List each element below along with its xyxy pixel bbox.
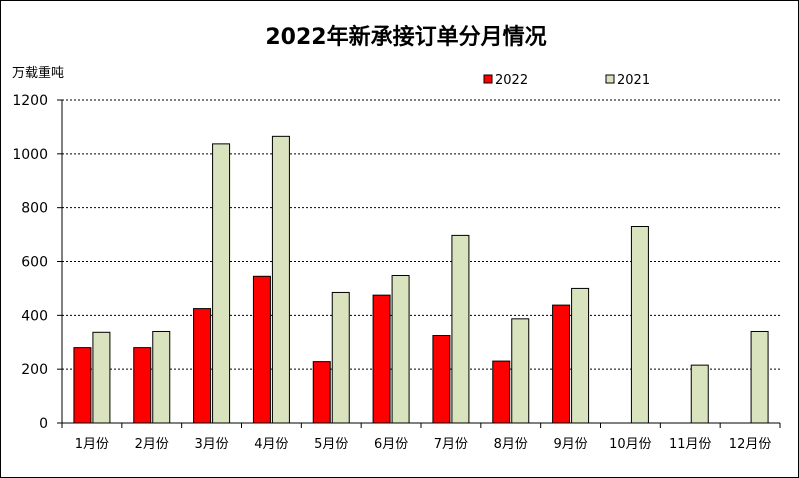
y-tick-label: 0 [39,416,48,432]
y-tick-label: 800 [21,201,48,217]
x-tick-label: 8月份 [494,437,528,452]
x-tick-label: 10月份 [609,437,652,452]
bar-2022-7 [432,335,451,424]
x-tick-label: 7月份 [434,437,468,452]
bar-2022-9 [552,304,571,424]
bar-2022-2 [133,347,152,424]
x-tick-label: 1月份 [75,437,109,452]
axes [57,99,781,428]
bar-2022-8 [492,360,511,424]
bar-2021-4 [271,135,290,424]
bar-2022-3 [193,308,212,424]
y-tick-label: 1000 [12,147,48,163]
bar-2021-7 [451,234,470,424]
bar-2021-12 [750,330,769,424]
x-tick-label: 9月份 [553,437,587,452]
legend-swatch-2021 [605,74,615,84]
bar-2022-6 [372,294,391,424]
y-tick-label: 600 [21,255,48,271]
x-tick-label: 11月份 [669,437,712,452]
bar-2021-1 [92,331,111,424]
y-tick-label: 200 [21,362,48,378]
bar-2021-9 [571,287,590,424]
x-tick-labels: 1月份 2月份 3月份 4月份 5月份 6月份 7月份 8月份 9月份 10月份 11月份 12月份 [75,437,772,452]
legend-label-2021: 2021 [617,73,650,88]
chart-title: 2022年新承接订单分月情况 [265,24,546,50]
bar-2021-3 [212,143,231,424]
bar-2021-11 [690,364,709,424]
legend: 2022 2021 [483,73,650,88]
x-tick-label: 12月份 [729,437,772,452]
bar-2021-6 [391,274,410,424]
bars [73,135,769,424]
y-axis-unit-label: 万载重吨 [12,65,64,81]
x-tick-label: 5月份 [314,437,348,452]
bar-2022-4 [252,275,271,424]
bar-2021-5 [331,291,350,424]
x-tick-label: 2月份 [135,437,169,452]
legend-swatch-2022 [483,74,493,84]
x-tick-label: 4月份 [254,437,288,452]
bar-2022-5 [312,361,331,424]
bar-2022-1 [73,347,92,424]
legend-label-2022: 2022 [495,73,528,88]
x-tick-label: 3月份 [194,437,228,452]
bar-2021-10 [630,226,649,424]
x-tick-label: 6月份 [374,437,408,452]
y-tick-label: 400 [21,308,48,324]
gridlines [62,99,780,370]
y-tick-label: 1200 [12,93,48,109]
bar-2021-8 [511,318,530,424]
y-tick-labels: 0 200 400 600 800 1000 1200 [12,93,48,432]
bar-2021-2 [152,330,171,424]
